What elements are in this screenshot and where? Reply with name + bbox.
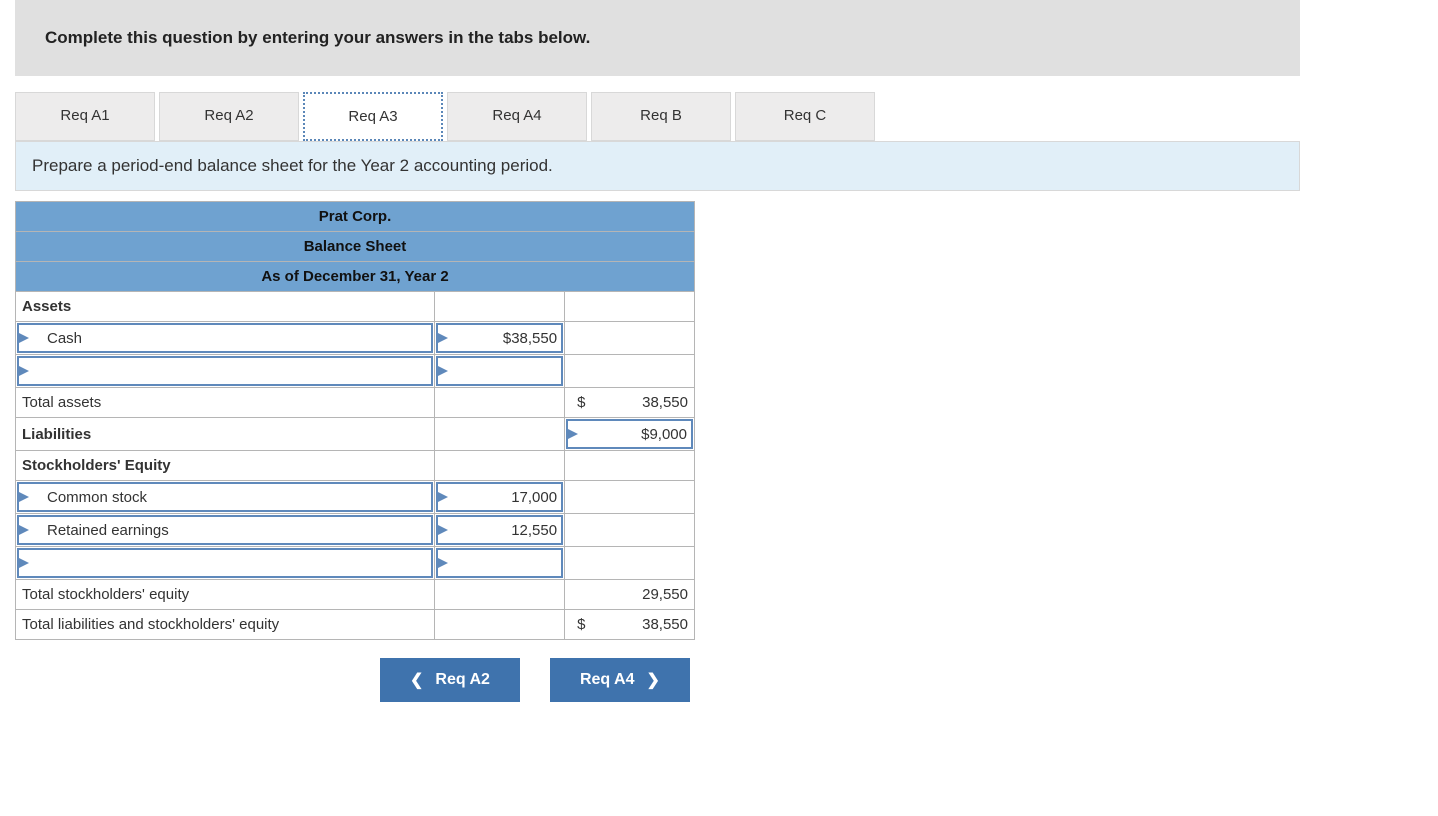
cash-value: 38,550 xyxy=(511,330,557,347)
blank-asset-value-input[interactable] xyxy=(436,356,563,386)
dropdown-icon xyxy=(19,492,29,502)
cash-value-input[interactable]: $ 38,550 xyxy=(436,323,563,353)
balance-sheet-table: Prat Corp. Balance Sheet As of December … xyxy=(15,201,695,640)
liabilities-value: 9,000 xyxy=(649,426,687,443)
statement-date: As of December 31, Year 2 xyxy=(16,262,695,292)
tab-req-c[interactable]: Req C xyxy=(735,92,875,141)
chevron-left-icon: ❮ xyxy=(410,670,423,690)
blank-equity-value-input[interactable] xyxy=(436,548,563,578)
cash-label-input[interactable]: Cash xyxy=(17,323,433,353)
total-liab-eq-label: Total liabilities and stockholders' equi… xyxy=(16,610,435,640)
tab-req-a3[interactable]: Req A3 xyxy=(303,92,443,141)
retained-earnings-value-input[interactable]: 12,550 xyxy=(436,515,563,545)
next-button-label: Req A4 xyxy=(580,671,635,689)
common-stock-label: Common stock xyxy=(27,489,147,506)
company-header: Prat Corp. xyxy=(16,202,695,232)
tab-req-b[interactable]: Req B xyxy=(591,92,731,141)
equity-section-label: Stockholders' Equity xyxy=(16,451,435,481)
total-liab-eq-value: 38,550 xyxy=(642,616,688,633)
currency-symbol: $ xyxy=(641,426,649,443)
description-text: Prepare a period-end balance sheet for t… xyxy=(32,156,553,175)
tabs-row: Req A1 Req A2 Req A3 Req A4 Req B Req C xyxy=(15,92,1300,141)
blank-equity-label-input[interactable] xyxy=(17,548,433,578)
tab-req-a1[interactable]: Req A1 xyxy=(15,92,155,141)
total-assets-label: Total assets xyxy=(16,388,435,418)
currency-symbol: $ xyxy=(577,394,585,411)
dropdown-icon xyxy=(19,525,29,535)
retained-earnings-label: Retained earnings xyxy=(27,522,169,539)
instruction-text: Complete this question by entering your … xyxy=(45,28,590,47)
liabilities-section-label: Liabilities xyxy=(16,418,435,451)
prev-button[interactable]: ❮ Req A2 xyxy=(380,658,520,702)
dropdown-icon xyxy=(19,333,29,343)
description-bar: Prepare a period-end balance sheet for t… xyxy=(15,141,1300,191)
prev-button-label: Req A2 xyxy=(435,671,490,689)
total-equity-label: Total stockholders' equity xyxy=(16,580,435,610)
dropdown-icon xyxy=(19,558,29,568)
dropdown-icon xyxy=(438,525,448,535)
retained-earnings-value: 12,550 xyxy=(511,522,557,539)
blank-asset-label-input[interactable] xyxy=(17,356,433,386)
currency-symbol: $ xyxy=(577,616,585,633)
common-stock-label-input[interactable]: Common stock xyxy=(17,482,433,512)
total-equity-cell: 29,550 xyxy=(565,580,695,610)
dropdown-icon xyxy=(438,366,448,376)
chevron-right-icon: ❯ xyxy=(646,670,659,690)
total-liab-eq-cell: $ 38,550 xyxy=(565,610,695,640)
currency-symbol: $ xyxy=(503,330,511,347)
liabilities-value-input[interactable]: $ 9,000 xyxy=(566,419,693,449)
total-assets-cell: $ 38,550 xyxy=(565,388,695,418)
total-assets-value: 38,550 xyxy=(642,394,688,411)
retained-earnings-label-input[interactable]: Retained earnings xyxy=(17,515,433,545)
dropdown-icon xyxy=(438,558,448,568)
instruction-bar: Complete this question by entering your … xyxy=(15,0,1300,76)
assets-section-label: Assets xyxy=(16,292,435,322)
dropdown-icon xyxy=(568,429,578,439)
dropdown-icon xyxy=(19,366,29,376)
common-stock-value: 17,000 xyxy=(511,489,557,506)
dropdown-icon xyxy=(438,333,448,343)
cash-label: Cash xyxy=(27,330,82,347)
tab-req-a2[interactable]: Req A2 xyxy=(159,92,299,141)
nav-row: ❮ Req A2 Req A4 ❯ xyxy=(380,658,1300,702)
common-stock-value-input[interactable]: 17,000 xyxy=(436,482,563,512)
next-button[interactable]: Req A4 ❯ xyxy=(550,658,690,702)
tab-req-a4[interactable]: Req A4 xyxy=(447,92,587,141)
statement-title: Balance Sheet xyxy=(16,232,695,262)
dropdown-icon xyxy=(438,492,448,502)
total-equity-value: 29,550 xyxy=(642,586,688,603)
